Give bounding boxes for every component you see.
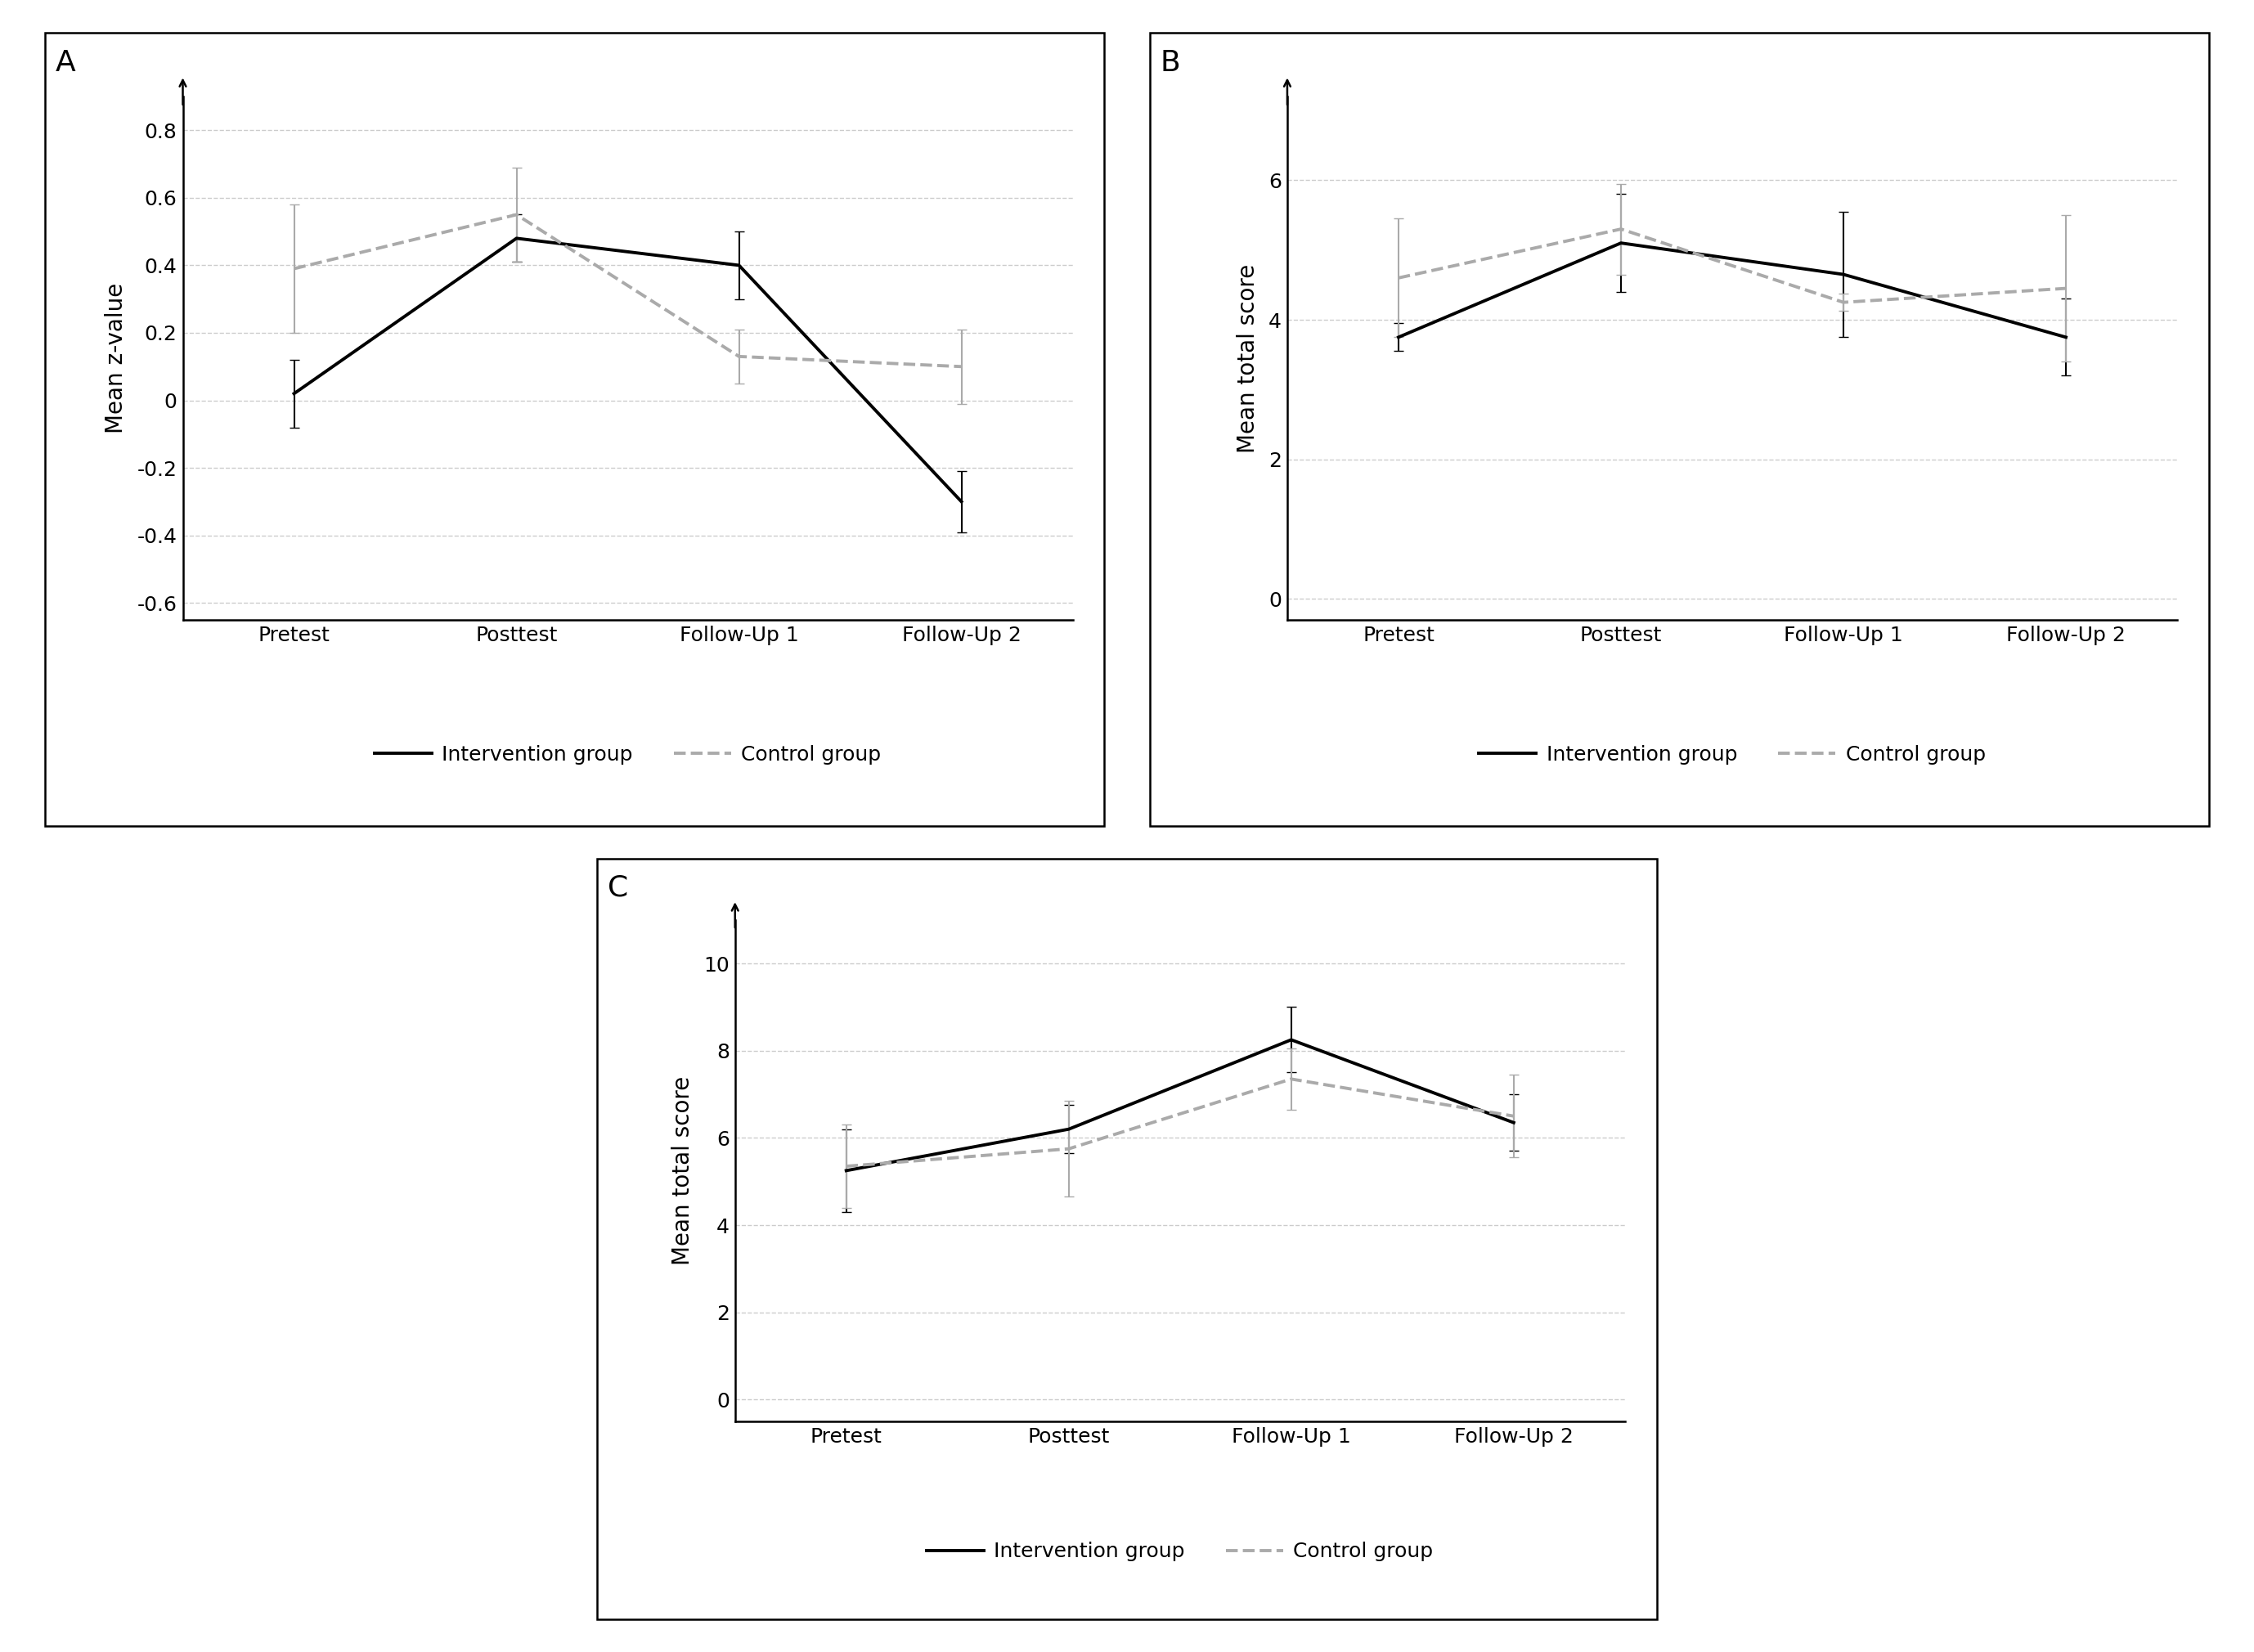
Y-axis label: Mean z-value: Mean z-value bbox=[106, 282, 128, 433]
Legend: Intervention group, Control group: Intervention group, Control group bbox=[374, 745, 881, 765]
Y-axis label: Mean total score: Mean total score bbox=[672, 1075, 694, 1265]
Legend: Intervention group, Control group: Intervention group, Control group bbox=[1479, 745, 1986, 765]
Legend: Intervention group, Control group: Intervention group, Control group bbox=[926, 1541, 1434, 1561]
Text: A: A bbox=[56, 50, 77, 76]
Text: C: C bbox=[609, 874, 629, 902]
Y-axis label: Mean total score: Mean total score bbox=[1237, 264, 1260, 453]
Text: B: B bbox=[1161, 50, 1181, 76]
